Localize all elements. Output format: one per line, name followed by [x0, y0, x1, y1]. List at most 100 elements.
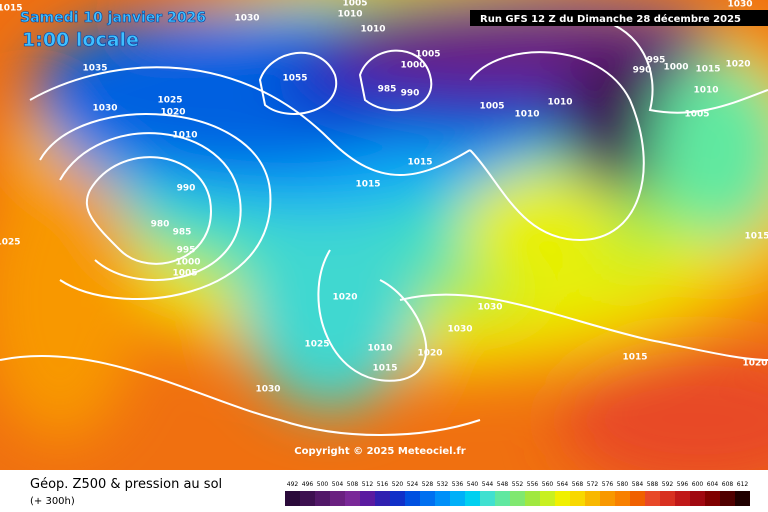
colorbar-label: 500	[317, 481, 329, 488]
colorbar-swatch	[615, 491, 630, 506]
isobar-label: 1015	[355, 180, 380, 190]
colorbar-swatch	[630, 491, 645, 506]
isobar-label: 1000	[400, 61, 425, 71]
isobar-label: 1010	[514, 110, 539, 120]
colorbar-label: 612	[737, 481, 749, 488]
isobar-label: 985	[378, 85, 397, 95]
colorbar-label: 504	[332, 481, 344, 488]
run-label: Run GFS 12 Z du Dimanche 28 décembre 202…	[480, 13, 741, 25]
colorbar-label: 556	[527, 481, 539, 488]
colorbar-label: 596	[677, 481, 689, 488]
date-label: Samedi 10 janvier 2026	[20, 10, 206, 26]
isobar-label: 1010	[693, 86, 718, 96]
time-label: 1:00 locale	[22, 29, 139, 51]
isobar-label: 1025	[0, 238, 21, 248]
colorbar-label: 544	[482, 481, 494, 488]
colorbar-swatch	[510, 491, 525, 506]
isobar-label: 1015	[0, 4, 23, 14]
isobar-label: 1005	[172, 269, 197, 279]
isobar-label: 1025	[304, 340, 329, 350]
colorbar-label: 536	[452, 481, 464, 488]
isobar-label: 1010	[367, 344, 392, 354]
colorbar-label: 592	[662, 481, 674, 488]
isobar-label: 1005	[342, 0, 367, 9]
isobar-label: 1030	[447, 325, 472, 335]
colorbar-swatch	[660, 491, 675, 506]
colorbar-swatch	[645, 491, 660, 506]
isobar-label: 1030	[234, 14, 259, 24]
colorbar-label: 540	[467, 481, 479, 488]
colorbar-swatch	[405, 491, 420, 506]
colorbar-swatch	[720, 491, 735, 506]
colorbar-label: 548	[497, 481, 509, 488]
isobar-label: 1030	[477, 303, 502, 313]
colorbar-swatch	[675, 491, 690, 506]
colorbar-label: 516	[377, 481, 389, 488]
isobar-label: 1025	[157, 96, 182, 106]
isobar-label: 1015	[622, 353, 647, 363]
isobar-label: 1010	[547, 98, 572, 108]
isobar-label: 995	[177, 246, 196, 256]
colorbar-label: 584	[632, 481, 644, 488]
isobar-label: 1010	[337, 10, 362, 20]
colorbar-swatch	[705, 491, 720, 506]
colorbar-swatch	[300, 491, 315, 506]
colorbar-label: 600	[692, 481, 704, 488]
isobar-label: 1005	[415, 50, 440, 60]
colorbar-label: 576	[602, 481, 614, 488]
colorbar-swatch	[285, 491, 300, 506]
colorbar-swatch	[570, 491, 585, 506]
isobar-label: 995	[647, 56, 666, 66]
colorbar-label: 532	[437, 481, 449, 488]
map	[0, 0, 768, 470]
isobar-label: 990	[177, 184, 196, 194]
colorbar-swatch	[540, 491, 555, 506]
colorbar-swatch	[465, 491, 480, 506]
colorbar-swatch	[525, 491, 540, 506]
colorbar-swatch	[495, 491, 510, 506]
height-field	[0, 0, 768, 470]
isobar-label: 1030	[255, 385, 280, 395]
colorbar-label: 568	[572, 481, 584, 488]
colorbar-label: 608	[722, 481, 734, 488]
isobar-label: 1020	[160, 108, 185, 118]
colorbar-label: 492	[287, 481, 299, 488]
colorbar-swatch	[375, 491, 390, 506]
colorbar-swatch	[345, 491, 360, 506]
colorbar-label: 528	[422, 481, 434, 488]
colorbar-swatch	[315, 491, 330, 506]
isobar-label: 1055	[282, 74, 307, 84]
colorbar-swatch	[690, 491, 705, 506]
isobar-label: 1020	[725, 60, 750, 70]
colorbar-label: 580	[617, 481, 629, 488]
isobar-label: 1000	[663, 63, 688, 73]
colorbar-swatch	[555, 491, 570, 506]
footer-title: Géop. Z500 & pression au sol	[30, 477, 222, 492]
colorbar-label: 604	[707, 481, 719, 488]
isobar-label: 1015	[407, 158, 432, 168]
isobar-label: 1000	[175, 258, 200, 268]
colorbar: 492 496 500 504 508 512 516 520 524 528 532 536 540 5…	[285, 481, 750, 506]
footer-lead: (+ 300h)	[30, 496, 75, 507]
isobar-label: 1005	[684, 110, 709, 120]
isobar-label: 990	[401, 89, 420, 99]
colorbar-label: 520	[392, 481, 404, 488]
colorbar-swatch	[360, 491, 375, 506]
isobar-label: 1030	[92, 104, 117, 114]
colorbar-label: 564	[557, 481, 569, 488]
colorbar-swatch	[420, 491, 435, 506]
isobar-label: 1010	[172, 131, 197, 141]
colorbar-label: 572	[587, 481, 599, 488]
colorbar-swatch	[480, 491, 495, 506]
isobar-label: 1020	[742, 359, 767, 369]
isobar-label: 1015	[695, 65, 720, 75]
colorbar-swatch	[435, 491, 450, 506]
isobars	[0, 19, 768, 436]
isobar-label: 1020	[332, 293, 357, 303]
colorbar-label: 552	[512, 481, 524, 488]
isobar-label: 1015	[744, 232, 768, 242]
isobar-label: 985	[173, 228, 192, 238]
colorbar-label: 588	[647, 481, 659, 488]
colorbar-label: 560	[542, 481, 554, 488]
